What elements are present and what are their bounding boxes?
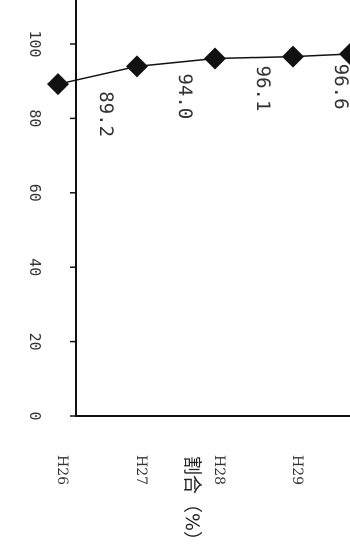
y-axis-label: 割合（%） [181, 456, 203, 550]
x-tick-label: H30 [346, 455, 350, 485]
y-tick-label: 60 [26, 184, 44, 202]
x-axis: H26 H27 H28 H29 H30 [54, 455, 350, 485]
data-labels: 89.294.096.196.697.3 [95, 64, 350, 137]
data-point [47, 73, 69, 96]
y-tick-label: 40 [26, 258, 44, 276]
x-tick-label: H26 [54, 455, 70, 485]
data-label: 96.1 [252, 66, 274, 112]
y-tick-label: 0 [26, 411, 44, 420]
data-label: 94.0 [174, 73, 196, 119]
data-point [339, 43, 350, 66]
series-line-path [57, 53, 350, 85]
x-tick-label: H29 [289, 455, 305, 485]
y-axis: 0 20 40 60 80 100 [26, 30, 76, 421]
data-point [282, 45, 304, 68]
y-tick-label: 20 [26, 333, 44, 351]
y-tick-label: 80 [26, 109, 44, 127]
data-label: 96.6 [330, 64, 350, 110]
series-line [47, 43, 350, 96]
y-tick-label: 100 [26, 30, 44, 57]
data-label: 89.2 [95, 91, 117, 137]
x-tick-label: H28 [211, 455, 227, 485]
data-point [126, 55, 148, 78]
data-point [204, 47, 226, 70]
x-tick-label: H27 [133, 455, 149, 485]
plot-area [75, 0, 350, 417]
